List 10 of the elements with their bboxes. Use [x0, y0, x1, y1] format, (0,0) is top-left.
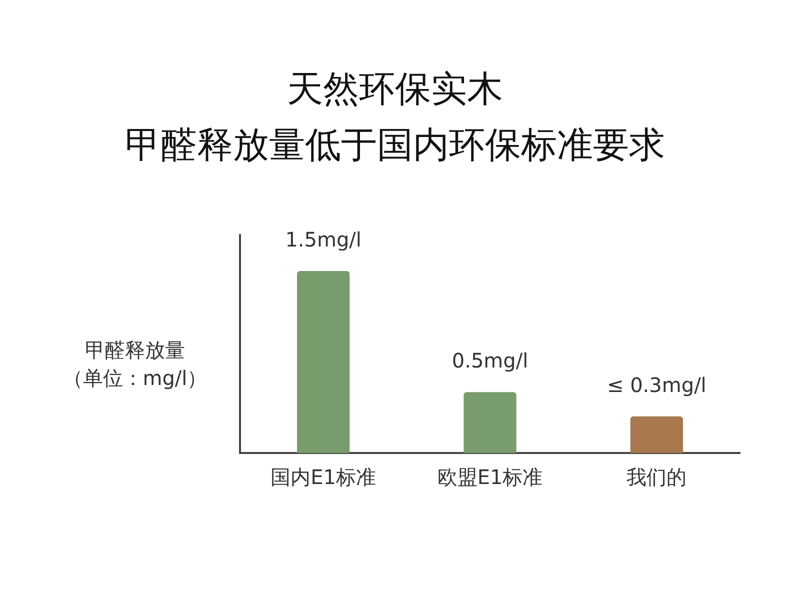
data-label: 1.5mg/l — [285, 228, 362, 252]
y-axis-title: 甲醛释放量 — [84, 337, 186, 364]
chart-title: 天然环保实木 — [286, 68, 504, 112]
text: （单位：mg/l） — [62, 365, 208, 392]
x-tick-label: 欧盟E1标准 — [437, 465, 543, 490]
chart-subtitle: 甲醛释放量低于国内环保标准要求 — [124, 124, 666, 168]
data-label: ≤ 0.3mg/l — [606, 372, 706, 397]
x-tick-label: 我们的 — [626, 465, 687, 490]
x-tick-label: 国内E1标准 — [270, 465, 376, 490]
data-label: 0.5mg/l — [452, 348, 528, 373]
